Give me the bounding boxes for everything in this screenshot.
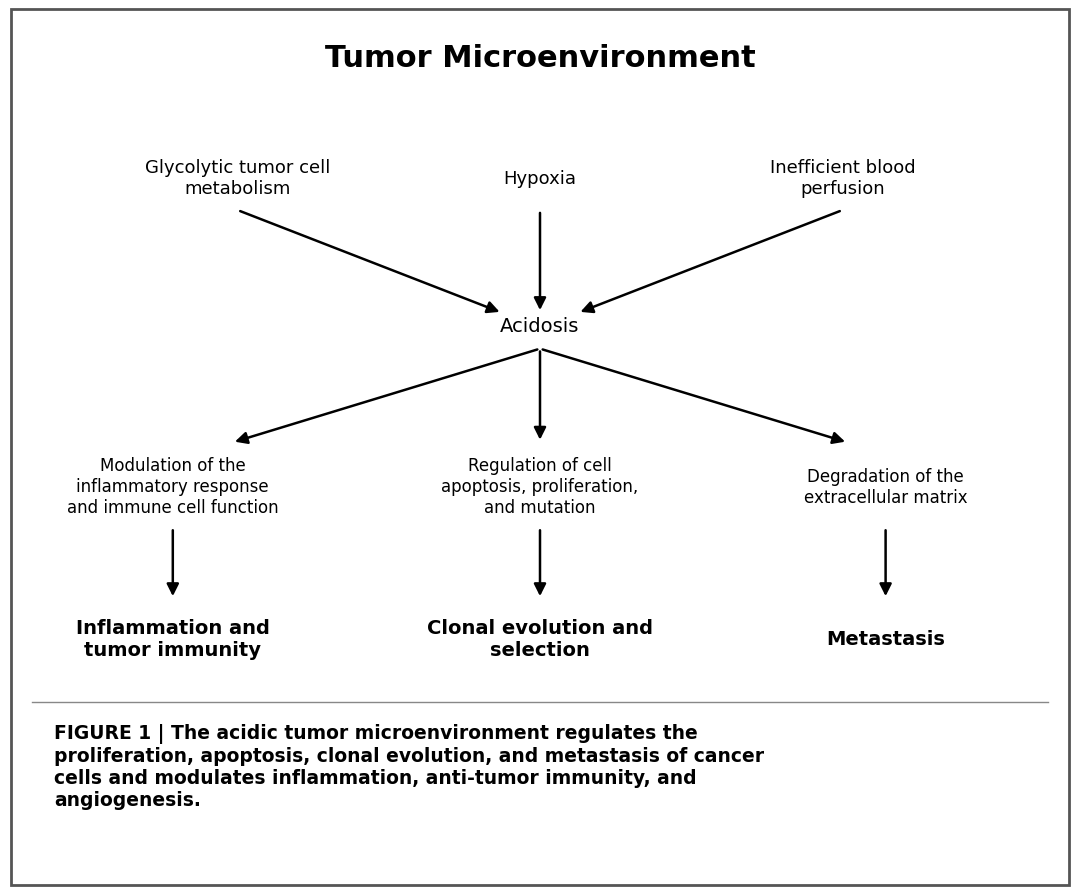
Text: Inefficient blood
perfusion: Inefficient blood perfusion bbox=[770, 159, 915, 198]
Text: FIGURE 1 | The acidic tumor microenvironment regulates the
proliferation, apopto: FIGURE 1 | The acidic tumor microenviron… bbox=[54, 724, 765, 810]
Text: Degradation of the
extracellular matrix: Degradation of the extracellular matrix bbox=[804, 468, 968, 507]
Text: Regulation of cell
apoptosis, proliferation,
and mutation: Regulation of cell apoptosis, proliferat… bbox=[442, 458, 638, 517]
Text: Metastasis: Metastasis bbox=[826, 629, 945, 649]
Text: Inflammation and
tumor immunity: Inflammation and tumor immunity bbox=[76, 619, 270, 660]
Text: Acidosis: Acidosis bbox=[500, 316, 580, 336]
Text: Glycolytic tumor cell
metabolism: Glycolytic tumor cell metabolism bbox=[145, 159, 330, 198]
Text: Clonal evolution and
selection: Clonal evolution and selection bbox=[427, 619, 653, 660]
Text: Modulation of the
inflammatory response
and immune cell function: Modulation of the inflammatory response … bbox=[67, 458, 279, 517]
Text: Hypoxia: Hypoxia bbox=[503, 170, 577, 188]
Text: Tumor Microenvironment: Tumor Microenvironment bbox=[325, 44, 755, 72]
